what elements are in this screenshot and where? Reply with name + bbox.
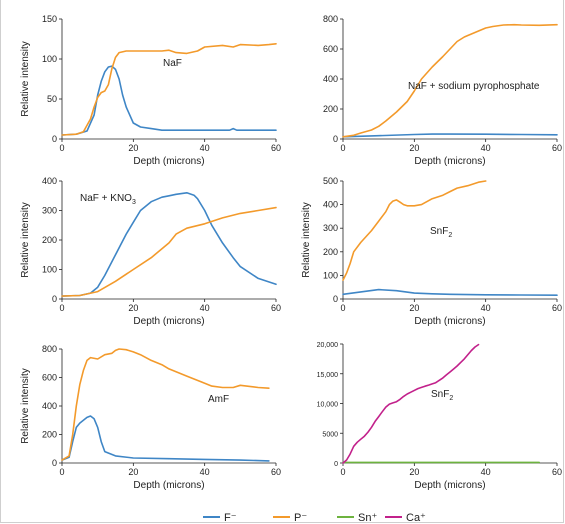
y-tick-label: 10,000 (317, 402, 339, 409)
series-line (61, 192, 277, 297)
x-tick-label: 60 (552, 467, 562, 477)
panel-annotation: NaF + KNO3 (80, 193, 136, 206)
y-tick-label: 100 (42, 54, 57, 64)
y-tick-label: 600 (42, 373, 57, 383)
y-tick-label: 400 (42, 176, 57, 186)
chart-panel: 0 20 40 60 0 100 200 300 400 Depth (microns) Relat… (20, 176, 281, 327)
panel-annotation: NaF (163, 58, 182, 69)
x-tick-label: 0 (59, 467, 64, 477)
x-tick-label: 40 (481, 303, 491, 313)
series-line (342, 133, 558, 138)
y-axis-title: Relative intensity (20, 41, 31, 117)
y-tick-label: 300 (42, 206, 57, 216)
series-line (61, 43, 277, 136)
x-tick-label: 0 (340, 467, 345, 477)
x-axis-title: Depth (microns) (414, 316, 485, 327)
x-tick-label: 20 (128, 143, 138, 153)
legend-label: P⁻ (294, 512, 307, 524)
x-tick-label: 0 (59, 143, 64, 153)
y-tick-label: 500 (323, 176, 338, 186)
x-tick-label: 60 (552, 143, 562, 153)
x-tick-label: 0 (340, 303, 345, 313)
chart-panel: 0 20 40 60 0 50 100 150 Depth (microns) Relative … (20, 14, 281, 167)
x-tick-label: 0 (59, 303, 64, 313)
y-tick-label: 150 (42, 14, 57, 24)
x-tick-label: 0 (340, 143, 345, 153)
y-tick-label: 400 (323, 200, 338, 210)
y-tick-label: 15,000 (317, 372, 339, 379)
series-line (61, 65, 277, 136)
y-tick-label: 200 (323, 247, 338, 257)
x-tick-label: 40 (481, 467, 491, 477)
legend-label: Sn⁺ (358, 512, 377, 524)
x-tick-label: 40 (200, 143, 210, 153)
y-tick-label: 400 (323, 74, 338, 84)
y-tick-label: 800 (42, 344, 57, 354)
y-tick-label: 20,000 (317, 342, 339, 349)
chart-panel: 0 20 40 60 0 5000 10,000 15,000 20,000 Depth (mic… (317, 342, 562, 491)
y-tick-label: 50 (47, 94, 57, 104)
y-tick-label: 400 (42, 401, 57, 411)
legend-label: F⁻ (224, 512, 237, 524)
x-tick-label: 60 (271, 467, 281, 477)
series-line (342, 180, 487, 281)
x-tick-label: 40 (200, 467, 210, 477)
x-tick-label: 20 (128, 303, 138, 313)
y-tick-label: 0 (52, 134, 57, 144)
x-tick-label: 40 (200, 303, 210, 313)
series-line (61, 415, 270, 462)
y-tick-label: 0 (52, 458, 57, 468)
x-tick-label: 20 (128, 467, 138, 477)
series-line (342, 343, 480, 464)
y-tick-label: 100 (42, 265, 57, 275)
series-line (342, 23, 558, 138)
y-tick-label: 100 (323, 270, 338, 280)
y-tick-label: 0 (333, 294, 338, 304)
x-axis-title: Depth (microns) (133, 156, 204, 167)
panel-annotation: SnF2 (431, 389, 453, 402)
y-tick-label: 0 (52, 294, 57, 304)
chart-panel: 0 20 40 60 0 100 200 300 400 500 Depth (microns) Re… (301, 176, 562, 327)
x-tick-label: 60 (552, 303, 562, 313)
x-tick-label: 40 (481, 143, 491, 153)
x-tick-label: 20 (409, 303, 419, 313)
y-tick-label: 0 (334, 461, 338, 468)
x-tick-label: 20 (409, 467, 419, 477)
x-axis-title: Depth (microns) (414, 156, 485, 167)
y-tick-label: 200 (42, 235, 57, 245)
y-axis-title: Relative intensity (20, 368, 31, 444)
series-line (61, 206, 277, 297)
x-axis-title: Depth (microns) (133, 316, 204, 327)
y-tick-label: 800 (323, 14, 338, 24)
series-line (61, 348, 270, 461)
y-tick-label: 200 (42, 430, 57, 440)
x-tick-label: 60 (271, 143, 281, 153)
y-axis-title: Relative intensity (20, 202, 31, 278)
x-tick-label: 20 (409, 143, 419, 153)
x-tick-label: 60 (271, 303, 281, 313)
y-tick-label: 0 (333, 134, 338, 144)
series-line (342, 288, 558, 296)
panel-annotation: AmF (208, 394, 229, 405)
panel-annotation: SnF2 (430, 226, 452, 239)
y-tick-label: 300 (323, 223, 338, 233)
y-axis-title: Relative intensity (301, 202, 312, 278)
y-tick-label: 5000 (322, 431, 338, 438)
x-axis-title: Depth (microns) (414, 480, 485, 491)
y-tick-label: 200 (323, 104, 338, 114)
panel-annotation: NaF + sodium pyrophosphate (408, 81, 540, 92)
x-axis-title: Depth (microns) (133, 480, 204, 491)
y-tick-label: 600 (323, 44, 338, 54)
legend-label: Ca⁺ (406, 512, 426, 524)
chart-legend: F⁻ P⁻ Sn⁺ Ca⁺ (203, 512, 426, 524)
